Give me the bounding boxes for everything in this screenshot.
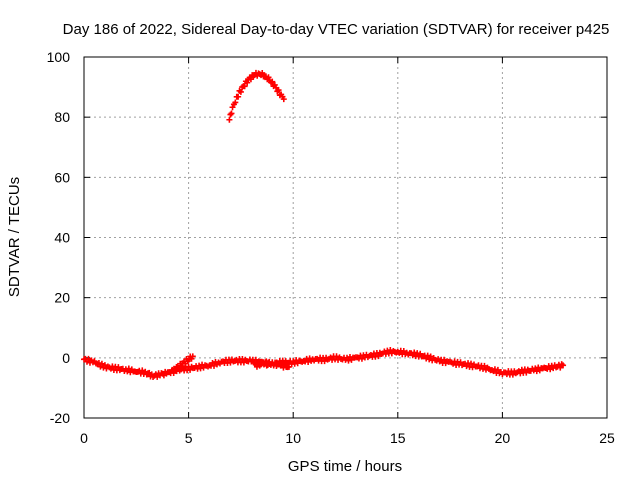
data-point: [227, 111, 234, 118]
data-point: [227, 359, 234, 366]
data-point: [244, 79, 251, 86]
data-point: [280, 96, 287, 103]
data-point: [424, 352, 431, 359]
x-tick-label: 15: [390, 430, 406, 446]
data-point: [468, 360, 475, 367]
grid-lines: [84, 57, 607, 418]
data-point: [125, 365, 132, 372]
data-point: [241, 83, 248, 90]
series-main-arc: [81, 347, 567, 380]
chart-title: Day 186 of 2022, Sidereal Day-to-day VTE…: [63, 21, 610, 38]
y-tick-label: -20: [50, 410, 70, 426]
x-tick-label: 0: [80, 430, 88, 446]
data-point: [286, 363, 293, 370]
series-rising-segment: [170, 353, 196, 374]
data-point: [265, 74, 272, 81]
data-point: [237, 88, 244, 95]
data-points: [81, 69, 567, 380]
data-point: [387, 347, 394, 354]
series-high-arc: [226, 69, 287, 123]
data-point: [189, 353, 196, 360]
data-point: [269, 78, 276, 85]
y-tick-label: 80: [54, 109, 70, 125]
x-tick-label: 5: [185, 430, 193, 446]
data-point: [333, 353, 340, 360]
x-tick-label: 10: [285, 430, 301, 446]
data-point: [235, 93, 242, 100]
y-tick-label: 60: [54, 169, 70, 185]
y-tick-label: 20: [54, 290, 70, 306]
x-tick-label: 20: [495, 430, 511, 446]
data-point: [560, 362, 567, 369]
series-low-segment: [252, 359, 293, 371]
data-point: [305, 358, 312, 365]
axis-ticks: 0 5 10 15 20 25 -20 0 20 40 60 80 100: [47, 49, 615, 446]
data-point: [259, 69, 266, 76]
data-point: [172, 367, 179, 374]
data-point: [275, 87, 282, 94]
x-tick-label: 25: [599, 430, 615, 446]
y-tick-label: 0: [62, 350, 70, 366]
data-point: [232, 99, 239, 106]
y-tick-label: 40: [54, 230, 70, 246]
data-point: [228, 110, 235, 117]
data-point: [345, 357, 352, 364]
data-point: [226, 116, 233, 123]
y-tick-label: 100: [47, 49, 71, 65]
x-axis-label: GPS time / hours: [288, 458, 402, 475]
y-axis-label: SDTVAR / TECUs: [6, 177, 23, 297]
